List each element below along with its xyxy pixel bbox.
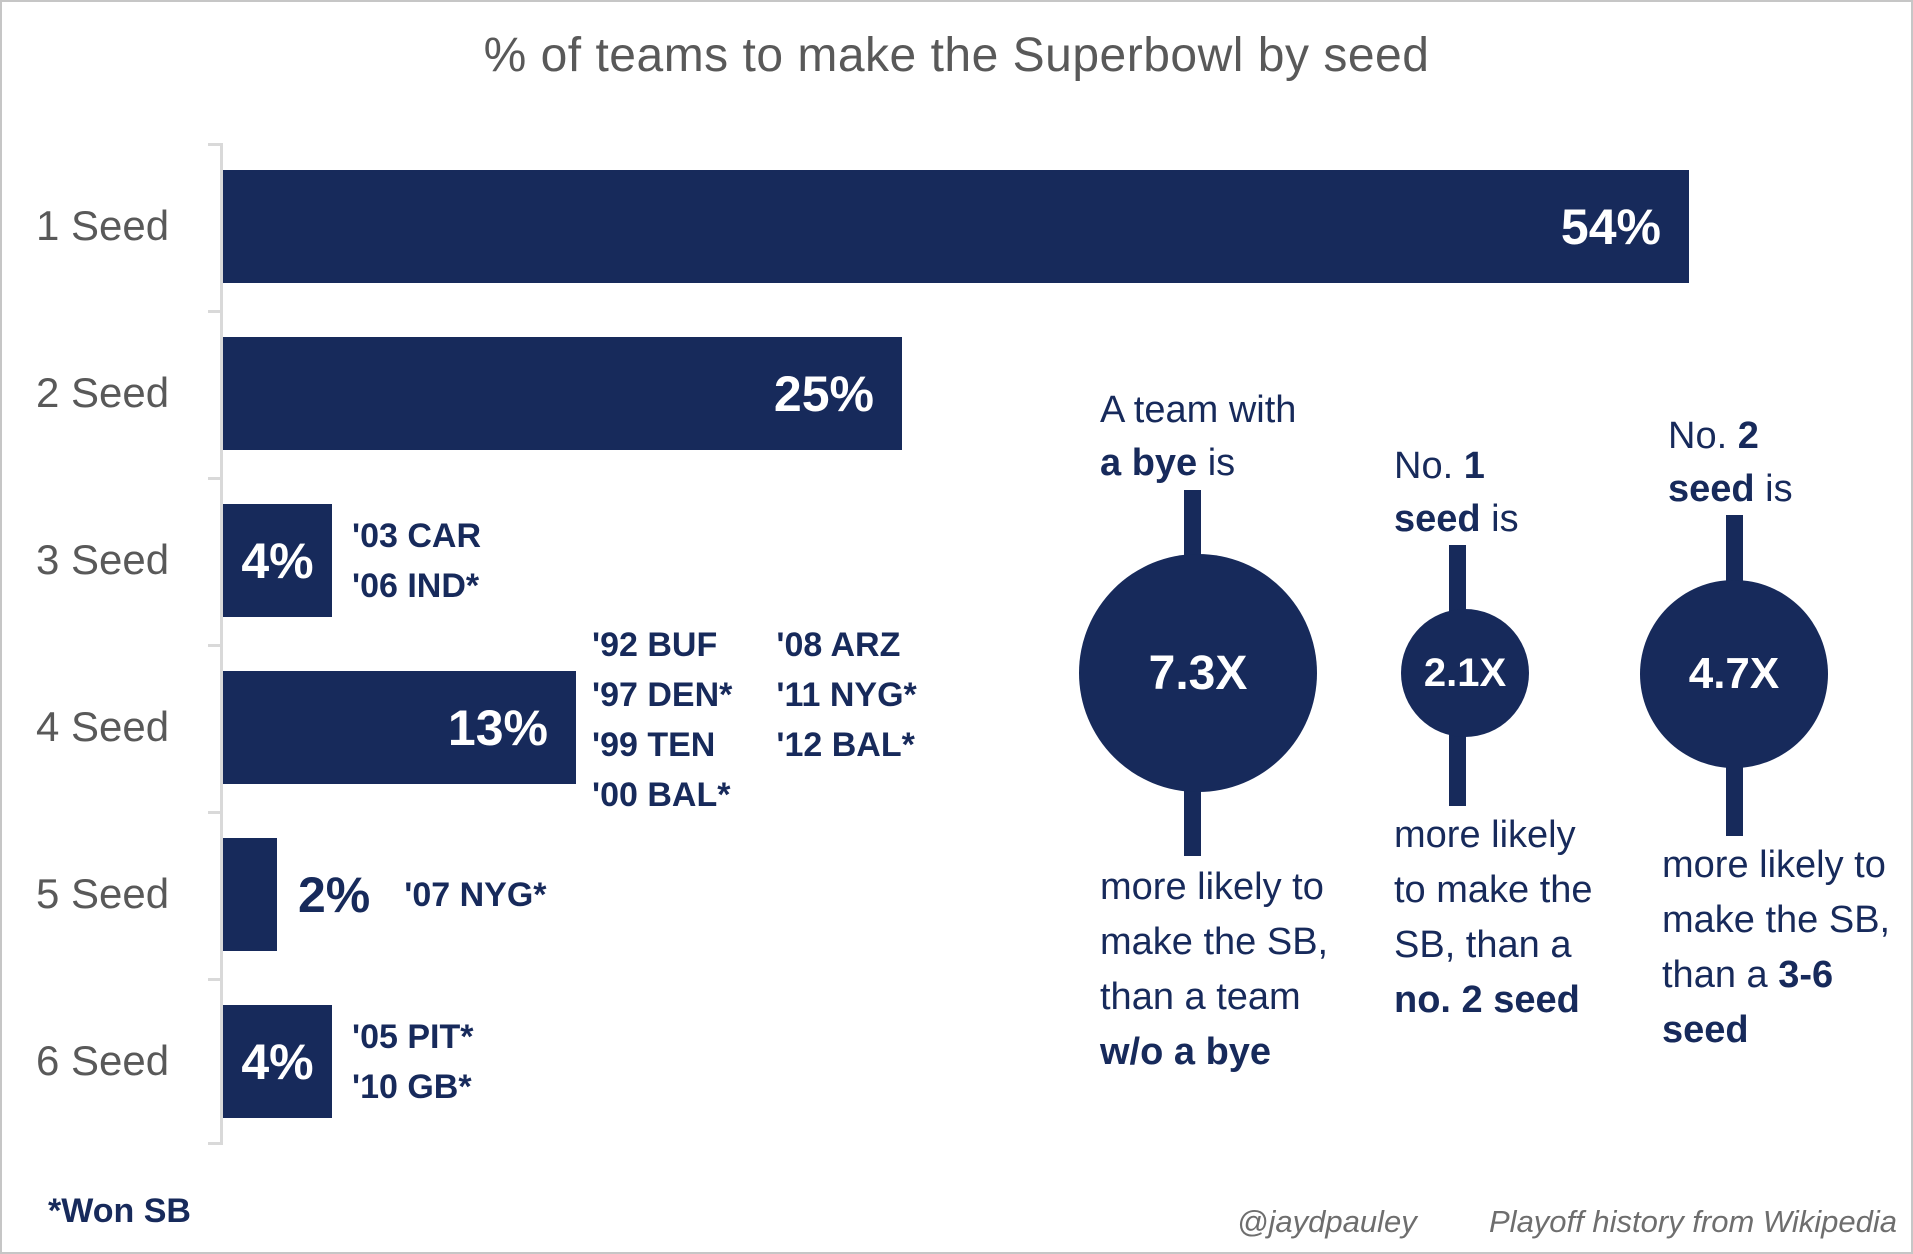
bar-5-seed (223, 838, 277, 951)
annotation-line: '99 TEN (592, 726, 716, 764)
connector-line (1449, 545, 1466, 615)
bar-1-seed: 54% (223, 170, 1689, 283)
bar-6-seed: 4% (223, 1005, 332, 1118)
callout-bottom-text: more likely to make the SB, than a team … (1100, 860, 1338, 1080)
multiplier-bubble: 4.7X (1640, 580, 1828, 768)
bar-value-4-seed: 13% (447, 699, 548, 756)
bar-4-seed: 13% (223, 671, 576, 784)
annotation-line: '03 CAR (352, 516, 482, 555)
callout-text: is (1754, 468, 1793, 510)
annotation-line: '12 BAL* (776, 726, 915, 764)
multiplier-bubble: 7.3X (1079, 554, 1317, 792)
callout-text-bold: 1 (1463, 445, 1485, 487)
connector-line (1449, 732, 1466, 806)
callout-text: more likely to make the SB, than a (1662, 844, 1891, 996)
axis-tick (208, 310, 220, 313)
bar-value-1-seed: 54% (1560, 198, 1661, 255)
category-label-3-seed: 3 Seed (36, 536, 170, 583)
callout-text: No. (1394, 445, 1464, 487)
callout-text-bold: no. 2 seed (1394, 979, 1580, 1021)
axis-tick (208, 811, 220, 814)
annotation-4-seed-col1: '92 BUF '97 DEN* '99 TEN '00 BAL* (592, 620, 732, 820)
callout-top-text: No. 1 seed is (1394, 440, 1519, 546)
callout-text: No. (1668, 415, 1738, 457)
callout-top-text: A team with a bye is (1100, 384, 1296, 490)
callout-text-bold: 2 (1737, 415, 1759, 457)
callout-text-bold: w/o a bye (1100, 1031, 1272, 1073)
connector-line (1726, 762, 1743, 836)
credit-handle: @jaydpauley (1237, 1204, 1417, 1239)
connector-line (1726, 515, 1743, 585)
callout-text-bold: 3-6 seed (1662, 954, 1834, 1051)
annotation-line: '00 BAL* (592, 776, 731, 814)
axis-tick (208, 477, 220, 480)
y-axis-line (220, 143, 223, 1145)
annotation-3-seed: '03 CAR '06 IND* (352, 504, 481, 617)
callout-text-bold: a bye (1100, 442, 1198, 484)
connector-line (1184, 784, 1201, 856)
category-label-5-seed: 5 Seed (36, 870, 170, 917)
multiplier-value: 4.7X (1688, 649, 1780, 698)
connector-line (1184, 490, 1201, 562)
annotation-4-seed-col2: '08 ARZ '11 NYG* '12 BAL* (776, 620, 916, 820)
annotation-line: '07 NYG* (404, 875, 547, 914)
bar-value-5-seed: 2% (298, 866, 371, 923)
bar-3-seed: 4% (223, 504, 332, 617)
category-label-4-seed: 4 Seed (36, 703, 170, 750)
annotation-line: '97 DEN* (592, 676, 733, 714)
callout-text: A team with (1100, 389, 1297, 431)
axis-tick (208, 143, 220, 146)
bar-value-3-seed: 4% (241, 532, 314, 589)
category-label-1-seed: 1 Seed (36, 202, 170, 249)
callout-text-bold: seed (1394, 498, 1481, 540)
annotation-line: '10 GB* (352, 1067, 472, 1106)
callout-text: more likely to make the SB, than a team (1100, 866, 1329, 1018)
annotation-line: '06 IND* (352, 566, 480, 605)
axis-tick (208, 644, 220, 647)
callout-bottom-text: more likely to make the SB, than a no. 2… (1394, 808, 1608, 1028)
callout-top-text: No. 2 seed is (1668, 410, 1793, 516)
bar-2-seed: 25% (223, 337, 902, 450)
callout-text: is (1480, 498, 1519, 540)
axis-tick (208, 1142, 220, 1145)
chart-title: % of teams to make the Superbowl by seed (483, 29, 1430, 82)
bar-value-6-seed: 4% (241, 1033, 314, 1090)
annotation-6-seed: '05 PIT* '10 GB* (352, 1005, 473, 1118)
callout-text: more likely to make the SB, than a (1394, 814, 1593, 966)
annotation-line: '92 BUF (592, 626, 718, 664)
callout-text: is (1197, 442, 1236, 484)
category-label-6-seed: 6 Seed (36, 1037, 170, 1084)
multiplier-value: 7.3X (1148, 646, 1248, 700)
axis-tick (208, 978, 220, 981)
credit-source: Playoff history from Wikipedia (1489, 1204, 1898, 1239)
multiplier-value: 2.1X (1423, 650, 1507, 695)
annotation-line: '08 ARZ (776, 626, 901, 664)
category-label-2-seed: 2 Seed (36, 369, 170, 416)
multiplier-bubble: 2.1X (1401, 609, 1529, 737)
annotation-line: '05 PIT* (352, 1017, 474, 1056)
annotation-line: '11 NYG* (776, 676, 917, 714)
annotation-5-seed: 2% '07 NYG* (298, 838, 547, 951)
callout-bottom-text: more likely to make the SB, than a 3-6 s… (1662, 838, 1911, 1058)
bar-value-2-seed: 25% (773, 365, 874, 422)
callout-text-bold: seed (1668, 468, 1755, 510)
annotation-4-seed: '92 BUF '97 DEN* '99 TEN '00 BAL* '08 AR… (592, 620, 917, 820)
footnote-won-sb: *Won SB (48, 1192, 191, 1230)
